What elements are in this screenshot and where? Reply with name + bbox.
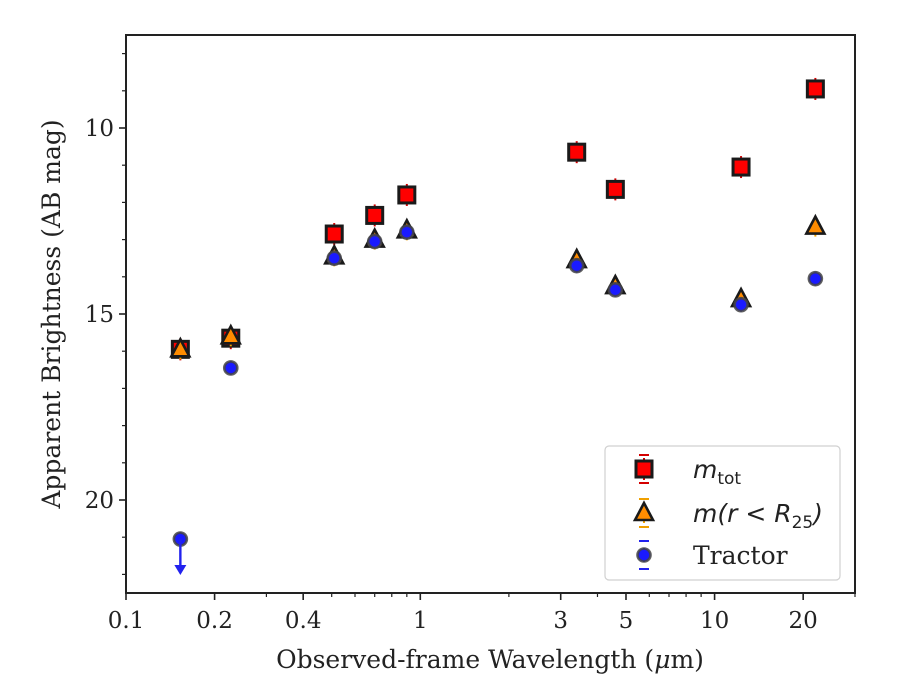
x-tick-label: 20 bbox=[789, 608, 818, 634]
series-0-point-8 bbox=[805, 77, 825, 100]
square-point bbox=[324, 224, 344, 244]
series-1-point-0 bbox=[169, 336, 192, 360]
x-tick-label: 5 bbox=[619, 608, 634, 634]
square-point bbox=[731, 157, 751, 177]
data-points bbox=[169, 77, 827, 576]
square-point bbox=[365, 205, 385, 225]
series-0-point-4 bbox=[397, 183, 417, 206]
series-0-point-2 bbox=[324, 223, 344, 246]
circle-point bbox=[326, 250, 343, 267]
y-axis-label: Apparent Brightness (AB mag) bbox=[37, 119, 66, 509]
series-0-point-7 bbox=[731, 156, 751, 179]
triangle-point bbox=[169, 336, 192, 358]
series-2-point-1 bbox=[222, 360, 239, 376]
circle-point bbox=[733, 296, 749, 313]
legend-triangle-marker bbox=[632, 500, 656, 522]
y-tick-label: 20 bbox=[85, 488, 114, 514]
series-1-point-8 bbox=[804, 213, 827, 237]
square-point bbox=[397, 185, 417, 205]
legend: mtot m(r < R25) Tractor bbox=[604, 445, 841, 581]
y-tick-labels: 10 15 20 bbox=[85, 116, 114, 514]
circle-point bbox=[399, 224, 415, 240]
series-2-point-5 bbox=[568, 257, 585, 274]
series-2-point-3 bbox=[366, 233, 383, 250]
circle-point bbox=[807, 270, 824, 287]
circle-point bbox=[366, 233, 383, 250]
x-tick-label: 0.4 bbox=[285, 608, 322, 634]
series-2-point-0 bbox=[172, 531, 189, 576]
legend-item-circle: Tractor bbox=[636, 540, 788, 570]
legend-item-triangle: m(r < R25) bbox=[632, 498, 823, 533]
circle-point bbox=[607, 282, 624, 298]
series-2-point-4 bbox=[399, 224, 415, 240]
series-2-point-7 bbox=[733, 296, 749, 313]
circle-point bbox=[222, 360, 239, 376]
series-0-point-3 bbox=[365, 204, 385, 227]
upper-limit-arrow-head bbox=[174, 565, 187, 576]
y-tick-label: 10 bbox=[85, 116, 114, 142]
series-2-point-2 bbox=[326, 250, 343, 267]
x-tick-label: 3 bbox=[553, 608, 568, 634]
square-point bbox=[567, 142, 587, 162]
legend-label: m(r < R25) bbox=[693, 499, 823, 533]
series-0-point-5 bbox=[567, 141, 587, 164]
x-tick-label: 0.2 bbox=[196, 608, 233, 634]
legend-item-square: mtot bbox=[634, 454, 741, 489]
series-1-point-1 bbox=[219, 323, 242, 347]
circle-point bbox=[568, 257, 585, 274]
legend-box bbox=[604, 445, 841, 581]
triangle-point bbox=[219, 323, 242, 345]
series-2-point-8 bbox=[807, 270, 824, 287]
series-0-point-6 bbox=[605, 178, 625, 201]
legend-label: mtot bbox=[693, 455, 741, 489]
x-tick-label: 0.1 bbox=[108, 608, 145, 634]
plot-frame bbox=[125, 34, 856, 594]
y-tick-label: 15 bbox=[85, 302, 114, 328]
triangle-point bbox=[804, 213, 827, 235]
legend-circle-marker bbox=[636, 547, 652, 563]
square-point bbox=[605, 179, 625, 199]
legend-square-marker bbox=[634, 459, 654, 479]
legend-label: Tractor bbox=[693, 541, 788, 570]
series-2-point-6 bbox=[607, 282, 624, 298]
x-tick-label: 1 bbox=[413, 608, 428, 634]
x-tick-label: 10 bbox=[700, 608, 729, 634]
x-axis-label: Observed-frame Wavelength (μm) bbox=[276, 645, 704, 674]
square-point bbox=[805, 79, 825, 99]
x-tick-labels: 0.1 0.2 0.4 1 3 5 10 20 bbox=[108, 608, 818, 634]
